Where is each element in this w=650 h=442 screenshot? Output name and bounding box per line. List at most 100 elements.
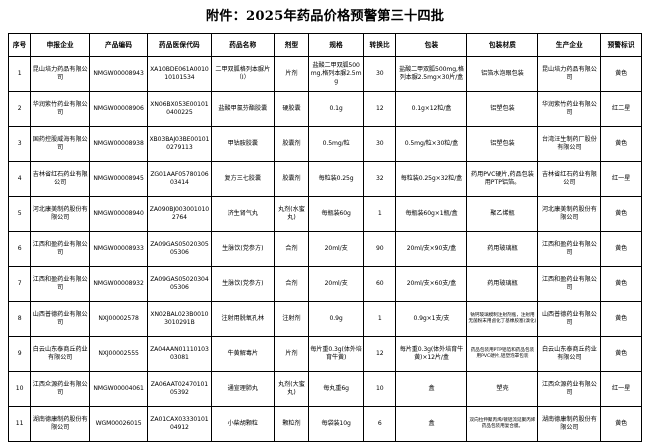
table-row: 5 河北康美制药股份有限公司 NMGW00008940 ZA090BJ00300101… — [7, 195, 642, 232]
cell-seq: 10 — [7, 370, 32, 407]
cell-company: 河北康美制药股份有限公司 — [30, 195, 91, 232]
cell-company: 白云山东泰商丘药业有限公司 — [30, 335, 91, 372]
cell-warning: 黄色 — [600, 125, 642, 162]
cell-product-code: NXJ00002578 — [89, 300, 148, 337]
cell-product-code: NMGW00004061 — [89, 370, 148, 407]
cell-spec: 0.9g — [308, 300, 364, 337]
column-header-material: 包装材质 — [466, 32, 539, 57]
table-row: 9 白云山东泰商丘药业有限公司 NXJ00002555 ZA04AAN01110103… — [7, 335, 642, 372]
cell-package: 每瓶装60g×1瓶/盒 — [395, 195, 468, 232]
cell-material: 钠钙玻璃模制注射剂瓶，注射用无菌粉末用卤化丁基橡胶塞(溴化) — [466, 300, 539, 337]
drug-price-warning-table: 序号 申报企业 产品编码 药品医保代码 药品名称 剂型 规格 转换比 包装 包装… — [7, 32, 642, 442]
cell-conversion: 60 — [362, 265, 397, 302]
cell-seq: 11 — [7, 405, 32, 442]
cell-conversion: 30 — [362, 55, 397, 92]
cell-warning: 红一星 — [600, 160, 642, 197]
cell-product-code: NMGW00008932 — [89, 265, 148, 302]
cell-drug-name: 通宣理肺丸 — [210, 370, 275, 407]
cell-manufacturer: 山西普德药业有限公司 — [537, 300, 602, 337]
cell-manufacturer: 昆山培力药品有限公司 — [537, 55, 602, 92]
cell-spec: 每粒装0.25g — [308, 160, 364, 197]
cell-material: 药用玻璃瓶 — [466, 230, 539, 267]
cell-drug-name: 复方三七胶囊 — [210, 160, 275, 197]
cell-warning: 黄色 — [600, 405, 642, 442]
cell-warning: 黄色 — [600, 300, 642, 337]
column-header-seq: 序号 — [7, 32, 32, 57]
cell-conversion: 10 — [362, 370, 397, 407]
table-row: 7 江西和盈药业有限公司 NMGW00008932 ZA09GAS0502030405… — [7, 265, 642, 302]
cell-seq: 8 — [7, 300, 32, 337]
column-header-warning: 预警标识 — [600, 32, 642, 57]
cell-material: 塑壳 — [466, 370, 539, 407]
cell-conversion: 30 — [362, 125, 397, 162]
cell-medical-code: XN02BAL023B00103010291B — [146, 300, 212, 337]
cell-medical-code: ZA090BJ0030010102764 — [146, 195, 212, 232]
table-row: 6 江西和盈药业有限公司 NMGW00008933 ZA09GAS0502030505… — [7, 230, 642, 267]
cell-product-code: NMGW00008945 — [89, 160, 148, 197]
column-header-package: 包装 — [395, 32, 468, 57]
cell-manufacturer: 吉林省红石药业有限公司 — [537, 160, 602, 197]
column-header-medical-code: 药品医保代码 — [146, 32, 212, 57]
cell-medical-code: ZA09GAS0502030505306 — [146, 230, 212, 267]
cell-package: 0.5mg/粒×30粒/盒 — [395, 125, 468, 162]
cell-package: 每粒装0.25g×32粒/盒 — [395, 160, 468, 197]
cell-drug-name: 盐酸甲氯芬酯胶囊 — [210, 90, 275, 127]
cell-seq: 2 — [7, 90, 32, 127]
column-header-product-code: 产品编码 — [89, 32, 148, 57]
cell-package: 盒 — [395, 370, 468, 407]
cell-manufacturer: 湖南德康制药股份有限公司 — [537, 405, 602, 442]
cell-drug-name: 注射用脱氧孔林 — [210, 300, 275, 337]
cell-manufacturer: 台湾汪生制药厂股份有限公司 — [537, 125, 602, 162]
cell-dosage-form: 合剂 — [273, 230, 310, 267]
cell-warning: 红一星 — [600, 370, 642, 407]
cell-material: 药用PVC硬片,药品包装用PTP铝箔。 — [466, 160, 539, 197]
cell-conversion: 6 — [362, 405, 397, 442]
table-row: 10 江西众源药业有限公司 NMGW00004061 ZA06AAT024701010… — [7, 370, 642, 407]
cell-spec: 0.5mg/粒 — [308, 125, 364, 162]
cell-company: 昆山培力药品有限公司 — [30, 55, 91, 92]
cell-conversion: 12 — [362, 335, 397, 372]
cell-package: 盐酸二甲双胍500mg,格列本脲2.5mg×30片/盒 — [395, 55, 468, 92]
cell-product-code: NXJ00002555 — [89, 335, 148, 372]
cell-spec: 每瓶装60g — [308, 195, 364, 232]
cell-company: 江西和盈药业有限公司 — [30, 230, 91, 267]
cell-company: 山西普德药业有限公司 — [30, 300, 91, 337]
table-row: 4 吉林省红石药业有限公司 NMGW00008945 ZG01AAF057801060… — [7, 160, 642, 197]
cell-conversion: 1 — [362, 300, 397, 337]
cell-warning: 黄色 — [600, 55, 642, 92]
cell-medical-code: ZA04AAN0111010303081 — [146, 335, 212, 372]
cell-package: 0.1g×12粒/盒 — [395, 90, 468, 127]
cell-material: 药用玻璃瓶 — [466, 265, 539, 302]
cell-medical-code: ZA01CAX0333010104912 — [146, 405, 212, 442]
cell-manufacturer: 江西众源药业有限公司 — [537, 370, 602, 407]
cell-material: 药品包装用PTP铝箔和药品包装用PVC硬片,铝塑泡罩包装 — [466, 335, 539, 372]
cell-product-code: WGM00026015 — [89, 405, 148, 442]
cell-drug-name: 生脉饮(党参方) — [210, 230, 275, 267]
cell-dosage-form: 颗粒剂 — [273, 405, 310, 442]
cell-warning: 红二星 — [600, 90, 642, 127]
cell-conversion: 32 — [362, 160, 397, 197]
table-row: 8 山西普德药业有限公司 NXJ00002578 XN02BAL023B0010301… — [7, 300, 642, 337]
column-header-manufacturer: 生产企业 — [537, 32, 602, 57]
cell-seq: 5 — [7, 195, 32, 232]
cell-seq: 7 — [7, 265, 32, 302]
cell-conversion: 90 — [362, 230, 397, 267]
cell-medical-code: XN06BX053E001010400225 — [146, 90, 212, 127]
cell-manufacturer: 河北康美制药股份有限公司 — [537, 195, 602, 232]
cell-drug-name: 甲钴胺胶囊 — [210, 125, 275, 162]
column-header-conversion: 转换比 — [362, 32, 397, 57]
cell-company: 江西和盈药业有限公司 — [30, 265, 91, 302]
cell-material: 铝箔水泡眼包装 — [466, 55, 539, 92]
cell-spec: 每片重0.3g(体外培育牛黄) — [308, 335, 364, 372]
cell-dosage-form: 片剂 — [273, 55, 310, 92]
cell-dosage-form: 片剂 — [273, 335, 310, 372]
cell-dosage-form: 胶囊剂 — [273, 160, 310, 197]
cell-package: 20ml/支×60支/盒 — [395, 265, 468, 302]
cell-material: 双向拉伸聚丙烯/镀铝流延聚丙烯药品包装用复合膜。 — [466, 405, 539, 442]
cell-dosage-form: 硬胶囊 — [273, 90, 310, 127]
cell-dosage-form: 注射剂 — [273, 300, 310, 337]
cell-company: 吉林省红石药业有限公司 — [30, 160, 91, 197]
cell-conversion: 1 — [362, 195, 397, 232]
cell-drug-name: 生脉饮(党参方) — [210, 265, 275, 302]
cell-product-code: NMGW00008906 — [89, 90, 148, 127]
